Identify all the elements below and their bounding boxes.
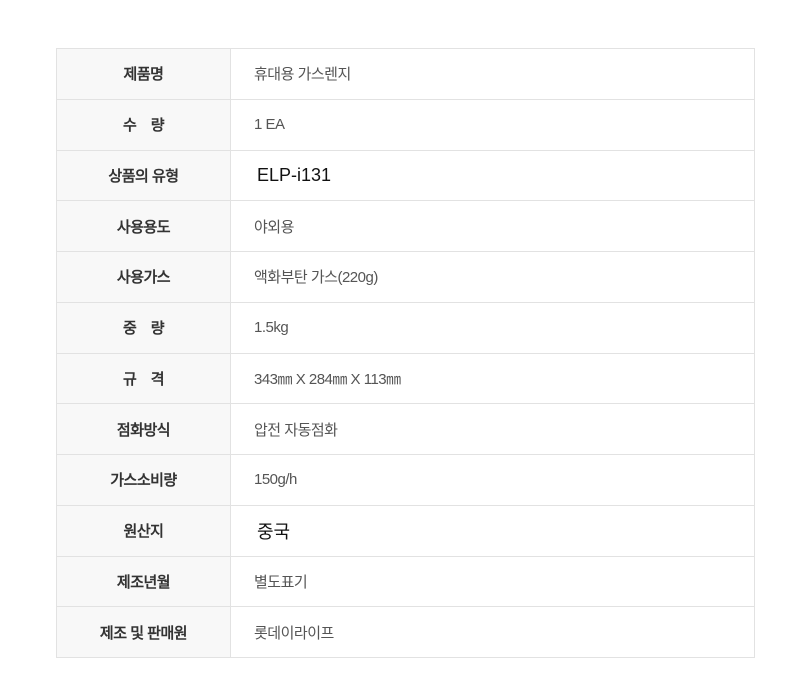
spec-value: 별도표기 [231,556,754,607]
spec-label: 원산지 [57,505,231,556]
spec-value: 액화부탄 가스(220g) [231,252,754,302]
spec-label: 규 격 [57,353,231,404]
spec-value: 중국 [231,505,754,556]
spec-label: 상품의 유형 [57,150,231,201]
spec-row: 제품명 휴대용 가스렌지 [57,49,754,99]
spec-value: 압전 자동점화 [231,404,754,454]
spec-label: 제조 및 판매원 [57,607,231,657]
spec-label: 제품명 [57,49,231,99]
spec-label: 중 량 [57,302,231,353]
spec-label: 사용용도 [57,201,231,251]
spec-label: 가스소비량 [57,455,231,505]
spec-row: 가스소비량 150g/h [57,454,754,505]
spec-row: 상품의 유형 ELP-i131 [57,149,754,201]
spec-value: ELP-i131 [231,150,754,201]
spec-value: 롯데이라이프 [231,607,754,657]
spec-row: 제조년월 별도표기 [57,555,754,607]
spec-row: 원산지 중국 [57,504,754,556]
spec-value: 1.5kg [231,302,754,353]
spec-label: 제조년월 [57,556,231,607]
spec-label: 점화방식 [57,404,231,454]
spec-value: 1 EA [231,99,754,150]
spec-row: 중 량 1.5kg [57,301,754,353]
spec-row: 제조 및 판매원 롯데이라이프 [57,606,754,657]
spec-value: 343㎜ X 284㎜ X 113㎜ [231,353,754,404]
spec-value: 야외용 [231,201,754,251]
spec-row: 점화방식 압전 자동점화 [57,403,754,454]
spec-value: 150g/h [231,455,754,505]
spec-row: 규 격 343㎜ X 284㎜ X 113㎜ [57,352,754,404]
spec-value: 휴대용 가스렌지 [231,49,754,99]
spec-label: 사용가스 [57,252,231,302]
spec-label: 수 량 [57,99,231,150]
spec-row: 사용용도 야외용 [57,200,754,251]
spec-row: 사용가스 액화부탄 가스(220g) [57,251,754,302]
